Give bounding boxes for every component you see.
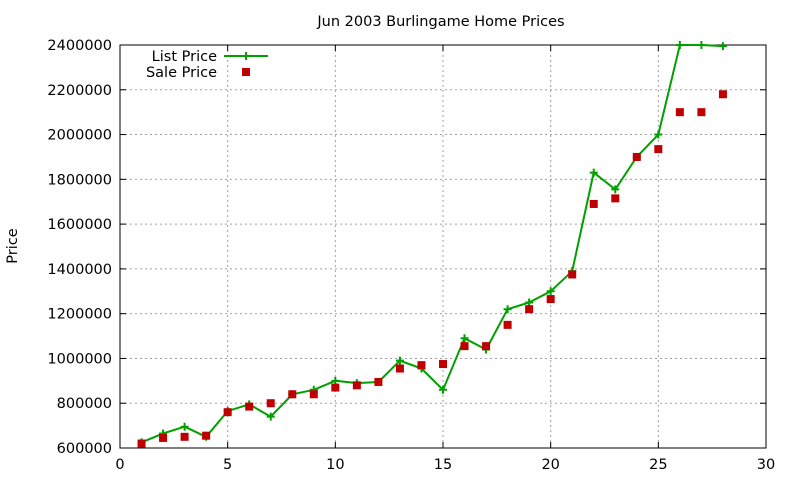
list-price-point	[180, 422, 189, 431]
sale-price-point	[654, 145, 663, 154]
y-tick-label: 2400000	[47, 38, 112, 54]
list-price-point	[718, 42, 727, 51]
sale-price-point	[309, 390, 318, 399]
list-price-point	[611, 185, 620, 194]
sale-price-point	[223, 408, 232, 417]
sale-price-point	[718, 90, 727, 99]
sale-price-point	[374, 377, 383, 386]
list-price-point	[525, 298, 534, 307]
chart-title: Jun 2003 Burlingame Home Prices	[316, 14, 564, 30]
legend-swatch-list-price-marker	[242, 52, 250, 60]
list-price-point	[503, 305, 512, 314]
sale-price-point	[202, 431, 211, 440]
sale-price-point	[352, 381, 361, 390]
sale-price-point	[180, 432, 189, 441]
sale-price-point	[266, 399, 275, 408]
list-price-point	[675, 41, 684, 49]
y-tick-label: 1400000	[47, 262, 112, 278]
data-series	[137, 41, 727, 448]
sale-price-point	[137, 439, 146, 448]
x-tick-label: 20	[541, 457, 559, 473]
x-tick-label: 0	[115, 457, 124, 473]
legend-swatches	[224, 52, 268, 76]
list-price-point	[697, 41, 706, 49]
sale-price-point	[288, 390, 297, 399]
sale-price-point	[675, 108, 684, 117]
sale-price-point	[632, 152, 641, 161]
sale-price-point	[331, 383, 340, 392]
list-price-point	[589, 168, 598, 177]
y-tick-label: 800000	[57, 396, 112, 412]
list-price-point	[331, 376, 340, 385]
sale-price-point	[568, 270, 577, 279]
y-tick-label: 1000000	[47, 351, 112, 367]
sale-price-point	[589, 199, 598, 208]
sale-price-point	[611, 194, 620, 203]
sale-price-point	[417, 361, 426, 370]
sale-price-point	[482, 342, 491, 351]
list-price-point	[266, 412, 275, 421]
sale-price-point	[525, 305, 534, 314]
list-price-point	[460, 334, 469, 343]
tick-labels: 0 5 10 15 20 25 30 600000 800000 1000000 1200000 14…	[47, 38, 775, 473]
y-tick-label: 1200000	[47, 307, 112, 323]
legend-swatch-sale-price-marker	[242, 68, 250, 76]
x-tick-label: 30	[757, 457, 775, 473]
y-tick-label: 1600000	[47, 217, 112, 233]
list-price-point	[439, 385, 447, 394]
y-tick-label: 2200000	[47, 83, 112, 99]
legend-label-sale-price: Sale Price	[146, 65, 217, 81]
sale-price-point	[159, 433, 168, 442]
sale-price-point	[460, 342, 469, 351]
y-tick-label: 1800000	[47, 172, 112, 188]
sale-price-point	[697, 108, 706, 117]
legend-label-list-price: List Price	[152, 49, 217, 65]
axis-ticks	[119, 44, 767, 449]
list-price-point	[395, 356, 404, 365]
x-tick-label: 15	[434, 457, 452, 473]
sale-price-point	[503, 320, 512, 329]
x-tick-label: 10	[326, 457, 344, 473]
list-price-point	[654, 130, 663, 139]
x-tick-label: 5	[223, 457, 232, 473]
y-tick-label: 600000	[57, 441, 112, 457]
list-price-point	[546, 287, 555, 296]
sale-price-point	[439, 360, 447, 369]
x-tick-label: 25	[649, 457, 667, 473]
sale-price-point	[395, 364, 404, 373]
y-tick-label: 2000000	[47, 128, 112, 144]
legend: List Price Sale Price	[146, 49, 268, 81]
sale-price-point	[546, 295, 555, 304]
list-price-line	[141, 44, 723, 444]
y-axis-label: Price	[5, 228, 21, 263]
sale-price-point	[245, 402, 254, 411]
